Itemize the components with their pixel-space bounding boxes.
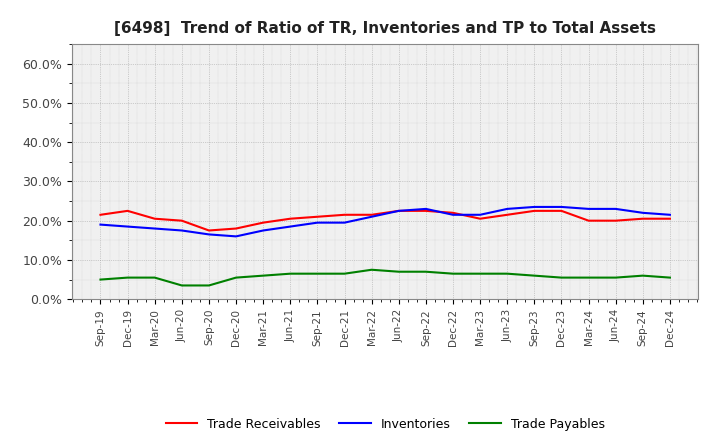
Trade Receivables	[584, 218, 593, 224]
Trade Payables	[476, 271, 485, 276]
Inventories	[503, 206, 511, 212]
Inventories	[123, 224, 132, 229]
Trade Payables	[150, 275, 159, 280]
Trade Payables	[204, 283, 213, 288]
Trade Payables	[421, 269, 430, 275]
Inventories	[449, 212, 457, 217]
Inventories	[313, 220, 322, 225]
Trade Payables	[232, 275, 240, 280]
Trade Receivables	[178, 218, 186, 224]
Inventories	[232, 234, 240, 239]
Trade Payables	[584, 275, 593, 280]
Trade Receivables	[96, 212, 105, 217]
Inventories	[421, 206, 430, 212]
Line: Trade Receivables: Trade Receivables	[101, 211, 670, 231]
Trade Receivables	[367, 212, 376, 217]
Inventories	[557, 204, 566, 209]
Trade Receivables	[665, 216, 674, 221]
Inventories	[476, 212, 485, 217]
Trade Receivables	[259, 220, 268, 225]
Title: [6498]  Trend of Ratio of TR, Inventories and TP to Total Assets: [6498] Trend of Ratio of TR, Inventories…	[114, 21, 656, 36]
Inventories	[96, 222, 105, 227]
Trade Payables	[123, 275, 132, 280]
Trade Payables	[665, 275, 674, 280]
Trade Payables	[178, 283, 186, 288]
Legend: Trade Receivables, Inventories, Trade Payables: Trade Receivables, Inventories, Trade Pa…	[161, 413, 610, 436]
Inventories	[204, 232, 213, 237]
Trade Receivables	[232, 226, 240, 231]
Trade Receivables	[395, 208, 403, 213]
Trade Payables	[449, 271, 457, 276]
Trade Receivables	[557, 208, 566, 213]
Trade Payables	[557, 275, 566, 280]
Trade Receivables	[449, 210, 457, 216]
Trade Receivables	[204, 228, 213, 233]
Trade Payables	[611, 275, 620, 280]
Trade Receivables	[530, 208, 539, 213]
Trade Receivables	[503, 212, 511, 217]
Trade Payables	[259, 273, 268, 278]
Inventories	[665, 212, 674, 217]
Trade Receivables	[286, 216, 294, 221]
Inventories	[611, 206, 620, 212]
Trade Payables	[530, 273, 539, 278]
Trade Payables	[503, 271, 511, 276]
Trade Receivables	[639, 216, 647, 221]
Inventories	[259, 228, 268, 233]
Trade Payables	[286, 271, 294, 276]
Inventories	[584, 206, 593, 212]
Trade Payables	[395, 269, 403, 275]
Trade Receivables	[150, 216, 159, 221]
Inventories	[395, 208, 403, 213]
Trade Payables	[341, 271, 349, 276]
Inventories	[341, 220, 349, 225]
Trade Receivables	[476, 216, 485, 221]
Trade Payables	[367, 267, 376, 272]
Inventories	[178, 228, 186, 233]
Inventories	[286, 224, 294, 229]
Trade Payables	[96, 277, 105, 282]
Inventories	[150, 226, 159, 231]
Trade Receivables	[313, 214, 322, 220]
Line: Inventories: Inventories	[101, 207, 670, 236]
Trade Receivables	[421, 208, 430, 213]
Inventories	[530, 204, 539, 209]
Line: Trade Payables: Trade Payables	[101, 270, 670, 286]
Trade Receivables	[341, 212, 349, 217]
Inventories	[639, 210, 647, 216]
Trade Receivables	[611, 218, 620, 224]
Inventories	[367, 214, 376, 220]
Trade Receivables	[123, 208, 132, 213]
Trade Payables	[639, 273, 647, 278]
Trade Payables	[313, 271, 322, 276]
